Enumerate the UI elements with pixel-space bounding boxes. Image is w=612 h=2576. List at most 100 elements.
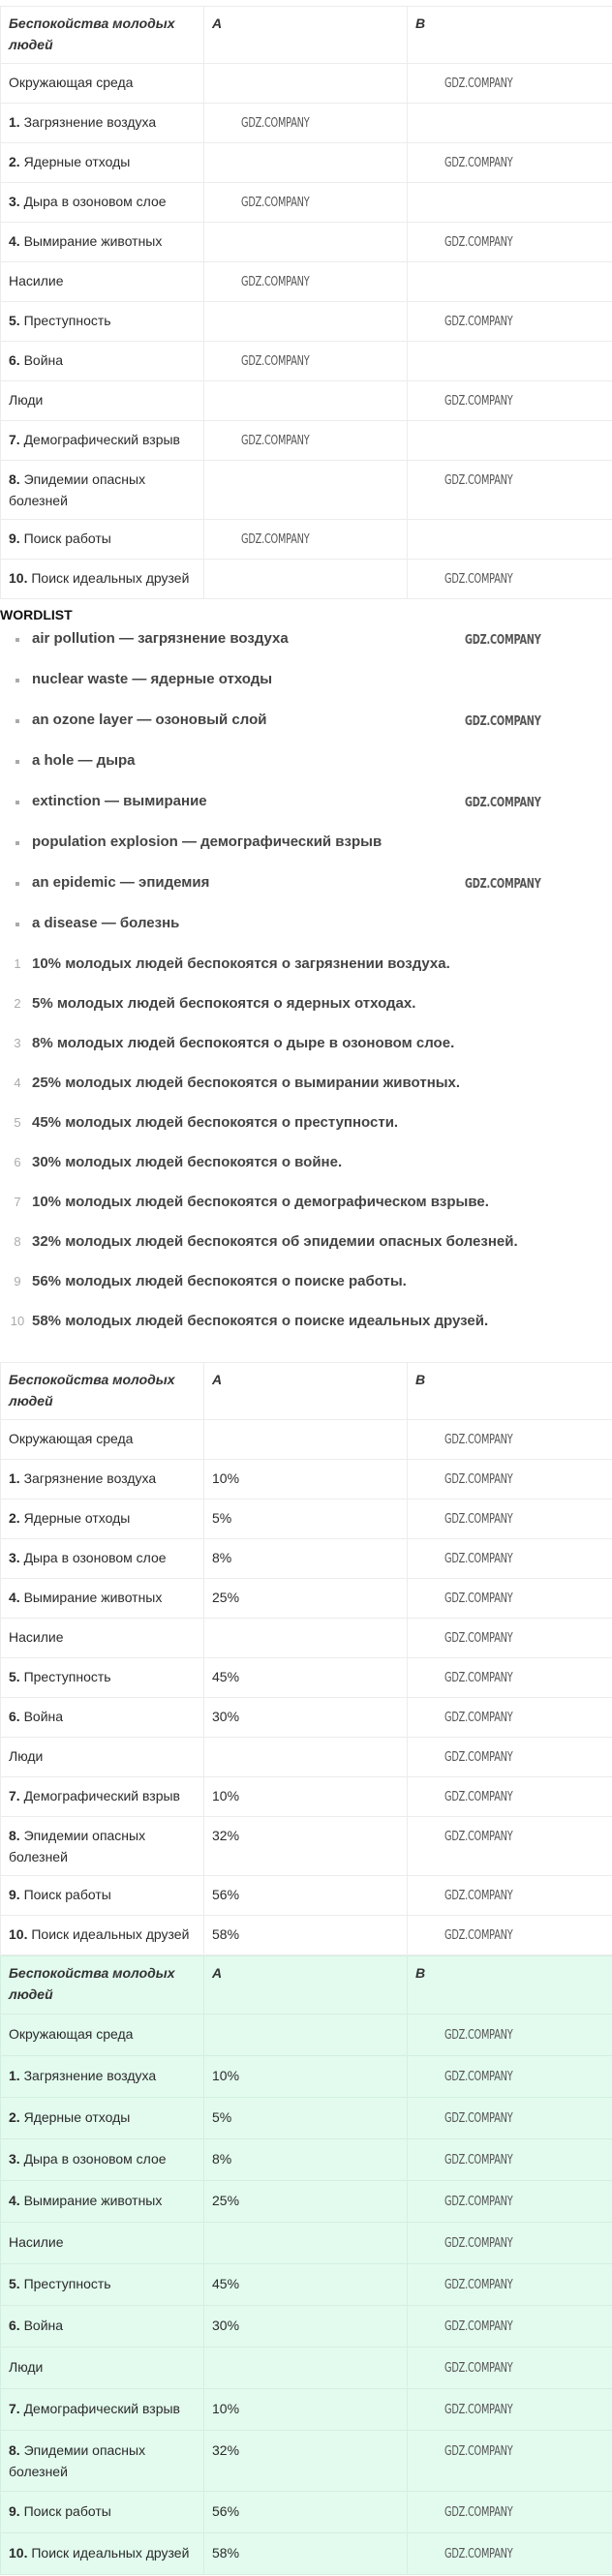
- wordlist-item: air pollution — загрязнение воздуха GDZ.C…: [0, 628, 612, 669]
- row-label: Преступность: [19, 1669, 111, 1684]
- sentence-number: 4: [14, 1076, 21, 1090]
- row-number: 3.: [9, 1550, 20, 1565]
- table-row: 5. Преступность GDZ.COMPANY: [0, 301, 612, 342]
- row-number: 7.: [9, 2401, 20, 2416]
- bullet-icon: [15, 719, 19, 723]
- watermark: GDZ.COMPANY: [465, 796, 541, 810]
- column-a-cell: [203, 1737, 408, 1777]
- watermark: GDZ.COMPANY: [444, 2195, 513, 2209]
- concern-cell: 9. Поиск работы: [0, 1875, 204, 1916]
- row-label: Дыра в озоновом слое: [19, 2151, 167, 2167]
- column-a-cell: [203, 1419, 408, 1460]
- watermark: GDZ.COMPANY: [444, 315, 513, 329]
- watermark: GDZ.COMPANY: [444, 1750, 513, 1765]
- column-b-cell: [407, 341, 612, 381]
- sentence-item: 1 10% молодых людей беспокоятся о загрязн…: [0, 954, 612, 993]
- sentence-item: 10 58% молодых людей беспокоятся о поиске…: [0, 1311, 612, 1350]
- column-a-cell: 58%: [203, 1915, 408, 1955]
- table-row: 5. Преступность 45% GDZ.COMPANY: [0, 2263, 612, 2306]
- row-label: Насилие: [9, 2234, 64, 2250]
- concern-cell: 7. Демографический взрыв: [0, 420, 204, 461]
- column-a-cell: 10%: [203, 1459, 408, 1500]
- watermark: GDZ.COMPANY: [241, 196, 310, 210]
- table-row: 6. Война 30% GDZ.COMPANY: [0, 1697, 612, 1738]
- sentence-number: 3: [14, 1036, 21, 1050]
- table-row: 10. Поиск идеальных друзей GDZ.COMPANY: [0, 559, 612, 599]
- row-number: 8.: [9, 2442, 20, 2458]
- column-a-cell: 25%: [203, 2180, 408, 2223]
- percent-value: 5%: [212, 1510, 232, 1526]
- sentence-text: 25% молодых людей беспокоятся о вымирани…: [32, 1075, 461, 1091]
- column-a-cell: 25%: [203, 1578, 408, 1619]
- table-row: 5. Преступность 45% GDZ.COMPANY: [0, 1657, 612, 1698]
- header-b: B: [407, 6, 612, 64]
- column-a-cell: [203, 2347, 408, 2389]
- table-row: 8. Эпидемии опасных болезней 32% GDZ.COMPA…: [0, 2430, 612, 2492]
- row-number: 5.: [9, 2276, 20, 2291]
- watermark: GDZ.COMPANY: [444, 2444, 513, 2459]
- concern-cell: 5. Преступность: [0, 1657, 204, 1698]
- table-row: 6. Война GDZ.COMPANY: [0, 341, 612, 381]
- percent-value: 8%: [212, 1550, 232, 1565]
- table-row: Окружающая среда GDZ.COMPANY: [0, 63, 612, 104]
- column-b-cell: GDZ.COMPANY: [407, 1875, 612, 1916]
- concern-cell: Люди: [0, 380, 204, 421]
- table-row: 3. Дыра в озоновом слое GDZ.COMPANY: [0, 182, 612, 223]
- table-row: Окружающая среда GDZ.COMPANY: [0, 1419, 612, 1460]
- percent-value: 32%: [212, 1828, 240, 1843]
- watermark: GDZ.COMPANY: [444, 1889, 513, 1903]
- sentence-item: 8 32% молодых людей беспокоятся об эпидем…: [0, 1231, 612, 1271]
- column-a-cell: [203, 222, 408, 262]
- column-a-cell: [203, 559, 408, 599]
- row-label: Загрязнение воздуха: [19, 2068, 157, 2083]
- row-number: 9.: [9, 530, 20, 546]
- watermark: GDZ.COMPANY: [444, 572, 513, 587]
- bullet-icon: [15, 923, 19, 926]
- sentence-number: 2: [14, 996, 21, 1011]
- table-row: 10. Поиск идеальных друзей 58% GDZ.COMPANY: [0, 2532, 612, 2575]
- column-b-cell: GDZ.COMPANY: [407, 1737, 612, 1777]
- sentence-item: 3 8% молодых людей беспокоятся о дыре в о…: [0, 1033, 612, 1073]
- column-b-cell: GDZ.COMPANY: [407, 2097, 612, 2139]
- row-label: Ядерные отходы: [19, 154, 131, 169]
- watermark: GDZ.COMPANY: [444, 1552, 513, 1566]
- column-b-cell: GDZ.COMPANY: [407, 63, 612, 104]
- concern-cell: 2. Ядерные отходы: [0, 2097, 204, 2139]
- column-a-cell: 45%: [203, 2263, 408, 2306]
- row-number: 6.: [9, 2318, 20, 2333]
- table-row: 3. Дыра в озоновом слое 8% GDZ.COMPANY: [0, 1538, 612, 1579]
- table-row: 4. Вымирание животных GDZ.COMPANY: [0, 222, 612, 262]
- row-label: Поиск идеальных друзей: [27, 1926, 190, 1942]
- sentence-text: 30% молодых людей беспокоятся о войне.: [32, 1154, 343, 1170]
- watermark: GDZ.COMPANY: [444, 1591, 513, 1606]
- bullet-icon: [15, 760, 19, 764]
- row-label: Демографический взрыв: [19, 1788, 180, 1803]
- header-b: B: [407, 1955, 612, 2015]
- watermark: GDZ.COMPANY: [241, 354, 310, 369]
- table-row: Насилие GDZ.COMPANY: [0, 1618, 612, 1658]
- row-label: Война: [19, 352, 64, 368]
- blank-table: Беспокойства молодых людей A B Окружающая с…: [0, 6, 612, 599]
- table-row: Окружающая среда GDZ.COMPANY: [0, 2014, 612, 2056]
- row-label: Преступность: [19, 313, 111, 328]
- table-header-row: Беспокойства молодых людей A B: [0, 1955, 612, 2015]
- watermark: GDZ.COMPANY: [444, 2153, 513, 2167]
- row-label: Вымирание животных: [19, 1590, 163, 1605]
- column-b-cell: GDZ.COMPANY: [407, 2347, 612, 2389]
- wordlist-text: extinction — вымирание: [32, 793, 207, 809]
- concern-cell: Окружающая среда: [0, 63, 204, 104]
- header-a: A: [203, 6, 408, 64]
- concern-cell: 6. Война: [0, 2305, 204, 2348]
- row-number: 8.: [9, 471, 20, 487]
- concern-cell: 5. Преступность: [0, 301, 204, 342]
- wordlist-text: air pollution — загрязнение воздуха: [32, 630, 289, 647]
- bullet-icon: [15, 841, 19, 845]
- row-label: Эпидемии опасных болезней: [9, 471, 146, 508]
- watermark: GDZ.COMPANY: [444, 1928, 513, 1943]
- column-b-cell: GDZ.COMPANY: [407, 1538, 612, 1579]
- column-b-cell: GDZ.COMPANY: [407, 2491, 612, 2533]
- header-concerns: Беспокойства молодых людей: [0, 1362, 204, 1420]
- sentence-number: 5: [14, 1115, 21, 1130]
- column-a-cell: [203, 2014, 408, 2056]
- column-b-cell: GDZ.COMPANY: [407, 222, 612, 262]
